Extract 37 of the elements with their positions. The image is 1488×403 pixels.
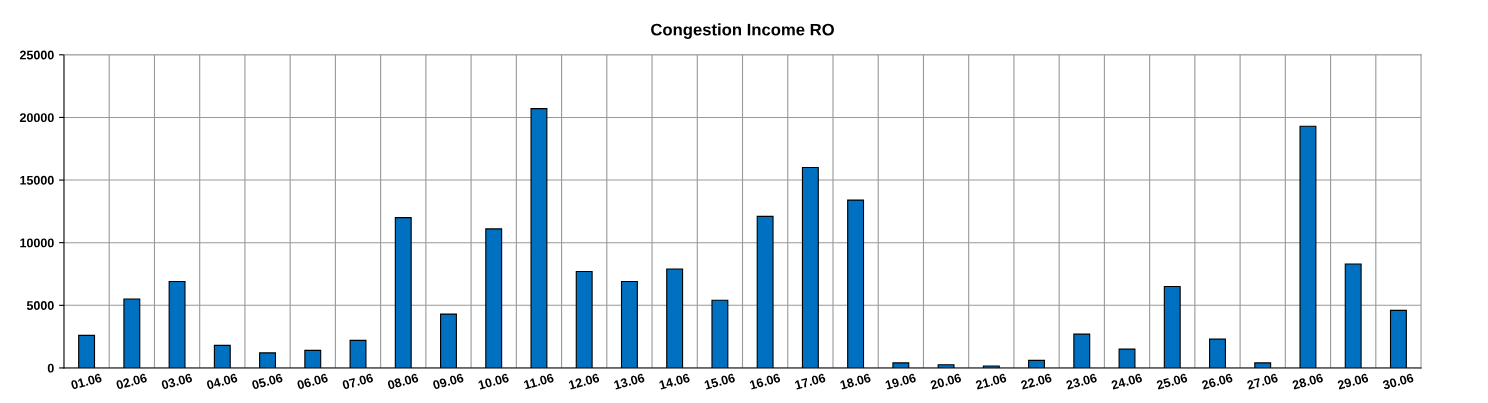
x-tick-label: 25.06	[1156, 373, 1188, 390]
x-tick-label: 14.06	[658, 373, 691, 390]
x-tick-label: 27.06	[1246, 373, 1279, 390]
x-tick-label: 07.06	[341, 373, 374, 390]
x-tick-label: 06.06	[296, 373, 329, 390]
x-tick-label: 26.06	[1201, 373, 1234, 390]
x-tick-label: 17.06	[794, 373, 826, 390]
y-tick-label: 10000	[20, 238, 54, 248]
x-tick-label: 12.06	[568, 373, 600, 390]
x-tick-label: 11.06	[523, 373, 555, 390]
x-tick-label: 24.06	[1110, 373, 1143, 390]
chart-title: Congestion Income RO	[651, 23, 834, 39]
y-tick-label: 0	[47, 363, 54, 373]
x-tick-label: 08.06	[387, 373, 419, 390]
x-tick-label: 04.06	[206, 373, 238, 390]
x-tick-label: 09.06	[432, 373, 465, 390]
x-tick-label: 03.06	[161, 373, 193, 390]
x-tick-label: 30.06	[1382, 373, 1414, 390]
x-tick-label: 18.06	[839, 373, 872, 390]
y-tick-label: 25000	[19, 50, 54, 60]
x-tick-label: 19.06	[885, 373, 917, 390]
x-tick-label: 15.06	[704, 373, 736, 390]
x-tick-label: 22.06	[1020, 373, 1053, 390]
x-tick-label: 21.06	[975, 373, 1007, 390]
x-tick-label: 20.06	[929, 373, 962, 390]
y-tick-label: 15000	[20, 175, 54, 185]
x-tick-label: 29.06	[1337, 373, 1369, 390]
x-tick-label: 13.06	[613, 373, 645, 390]
x-tick-label: 02.06	[115, 373, 148, 390]
x-tick-label: 23.06	[1065, 373, 1098, 390]
x-tick-label: 28.06	[1291, 373, 1324, 390]
x-tick-label: 01.06	[70, 373, 103, 390]
x-tick-label: 05.06	[251, 373, 284, 390]
y-tick-label: 20000	[19, 113, 54, 123]
y-tick-label: 5000	[26, 301, 54, 310]
x-tick-label: 16.06	[749, 373, 781, 390]
x-tick-label: 10.06	[477, 373, 510, 390]
